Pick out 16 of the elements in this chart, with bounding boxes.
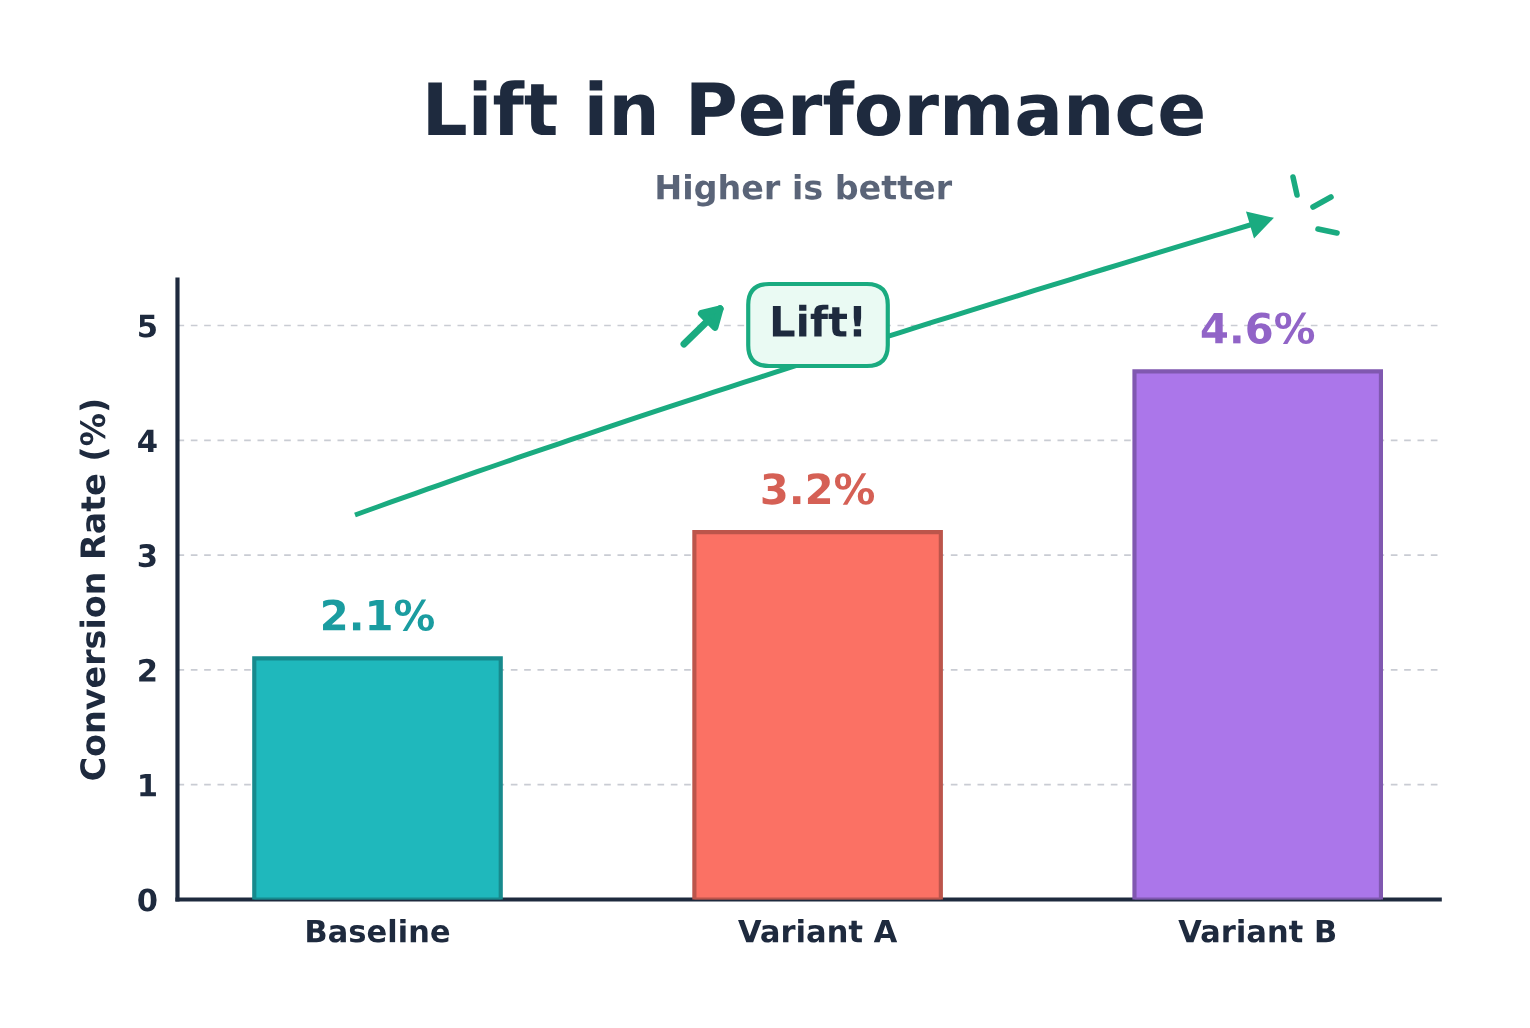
annotation: Lift! xyxy=(772,304,862,337)
x-tick-label: Variant B xyxy=(1178,918,1336,943)
data-label: 4.6% xyxy=(1201,312,1315,344)
y-tick-label: 2 xyxy=(139,658,156,682)
y-tick-label: 5 xyxy=(139,314,156,338)
data-label: 3.2% xyxy=(762,473,875,505)
y-tick-label: 1 xyxy=(140,774,156,797)
y-axis-title: Conversion Rate (%) xyxy=(79,400,110,780)
y-tick-label: 4 xyxy=(138,429,157,452)
x-tick-label: Variant A xyxy=(738,918,898,943)
x-tick-label: Baseline xyxy=(307,918,450,943)
chart-title: Lift in Performance xyxy=(428,80,1203,137)
data-label: 2.1% xyxy=(323,599,434,631)
y-tick-label: 3 xyxy=(138,544,156,568)
chart-subtitle: Higher is better xyxy=(657,173,953,207)
y-tick-label: 0 xyxy=(138,888,157,912)
